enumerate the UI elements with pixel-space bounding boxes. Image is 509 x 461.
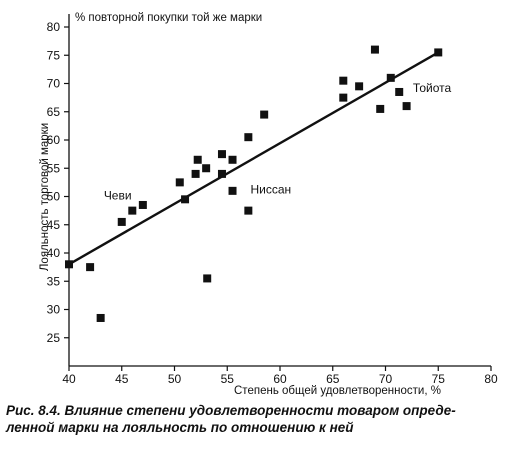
data-point	[117, 217, 126, 226]
scatter-chart: 40 45 50 55 60 65 70 75 80 25 30 35 40 45 50 55 60 65 70 75…	[39, 12, 498, 397]
x-tick-label: 65	[326, 372, 340, 386]
data-point	[228, 155, 237, 164]
x-tick-label: 55	[221, 372, 235, 386]
data-point	[370, 45, 379, 54]
x-tick-label: 45	[115, 372, 129, 386]
figure-caption: Рис. 8.4. Влияние степени удовлетворенно…	[6, 402, 503, 436]
data-point	[138, 200, 147, 209]
data-point	[376, 104, 385, 113]
point-annotation: Чеви	[104, 188, 132, 202]
data-point	[203, 274, 212, 283]
y-tick-label: 60	[47, 133, 61, 147]
y-tick-label: 25	[47, 331, 61, 345]
x-tick-label: 80	[484, 372, 498, 386]
data-point	[434, 48, 443, 57]
data-point	[355, 82, 364, 91]
data-point	[175, 178, 184, 187]
y-tick-label: 30	[47, 303, 61, 317]
point-annotation: Ниссан	[250, 183, 291, 197]
data-point	[339, 93, 348, 102]
data-point	[386, 73, 395, 82]
x-tick-label: 50	[168, 372, 182, 386]
y-tick-label: 35	[47, 274, 61, 288]
data-point	[181, 195, 190, 204]
data-point	[86, 263, 95, 272]
y-tick-label: 45	[47, 218, 61, 232]
y-tick-label: 80	[47, 20, 61, 34]
data-point	[191, 169, 200, 178]
point-annotation: Тойота	[413, 81, 452, 95]
data-point	[244, 206, 253, 215]
data-point	[65, 260, 73, 269]
data-point	[217, 169, 226, 178]
y-tick-label: 65	[47, 105, 61, 119]
y-axis-title: Лояльность торговой марки	[39, 123, 51, 271]
y-tick-label: 75	[47, 48, 61, 62]
data-point	[260, 110, 269, 119]
data-point	[244, 133, 253, 142]
x-tick-label: 60	[273, 372, 287, 386]
trend-line	[68, 51, 439, 266]
y-tick-label: 50	[47, 190, 61, 204]
y-tick-label: 55	[47, 161, 61, 175]
y-tick-label: 40	[47, 246, 61, 260]
data-point	[228, 186, 237, 195]
data-point	[395, 87, 404, 96]
data-point	[193, 155, 202, 164]
y-tick-label: 70	[47, 77, 61, 91]
caption-line-2: ленной марки на лояльность по отношению …	[6, 420, 354, 435]
data-point	[96, 313, 105, 322]
x-tick-label: 70	[379, 372, 393, 386]
x-tick-label: 40	[62, 372, 76, 386]
x-tick-label: 75	[432, 372, 446, 386]
data-point	[128, 206, 137, 215]
x-axis-title: Степень общей удовлетворенности, %	[234, 385, 441, 397]
data-point	[402, 102, 411, 111]
data-point	[202, 164, 211, 173]
data-point	[217, 150, 226, 159]
data-point	[339, 76, 348, 85]
caption-line-1: Рис. 8.4. Влияние степени удовлетворенно…	[6, 403, 456, 418]
y-axis-top-label: % повторной покупки той же марки	[75, 12, 262, 24]
